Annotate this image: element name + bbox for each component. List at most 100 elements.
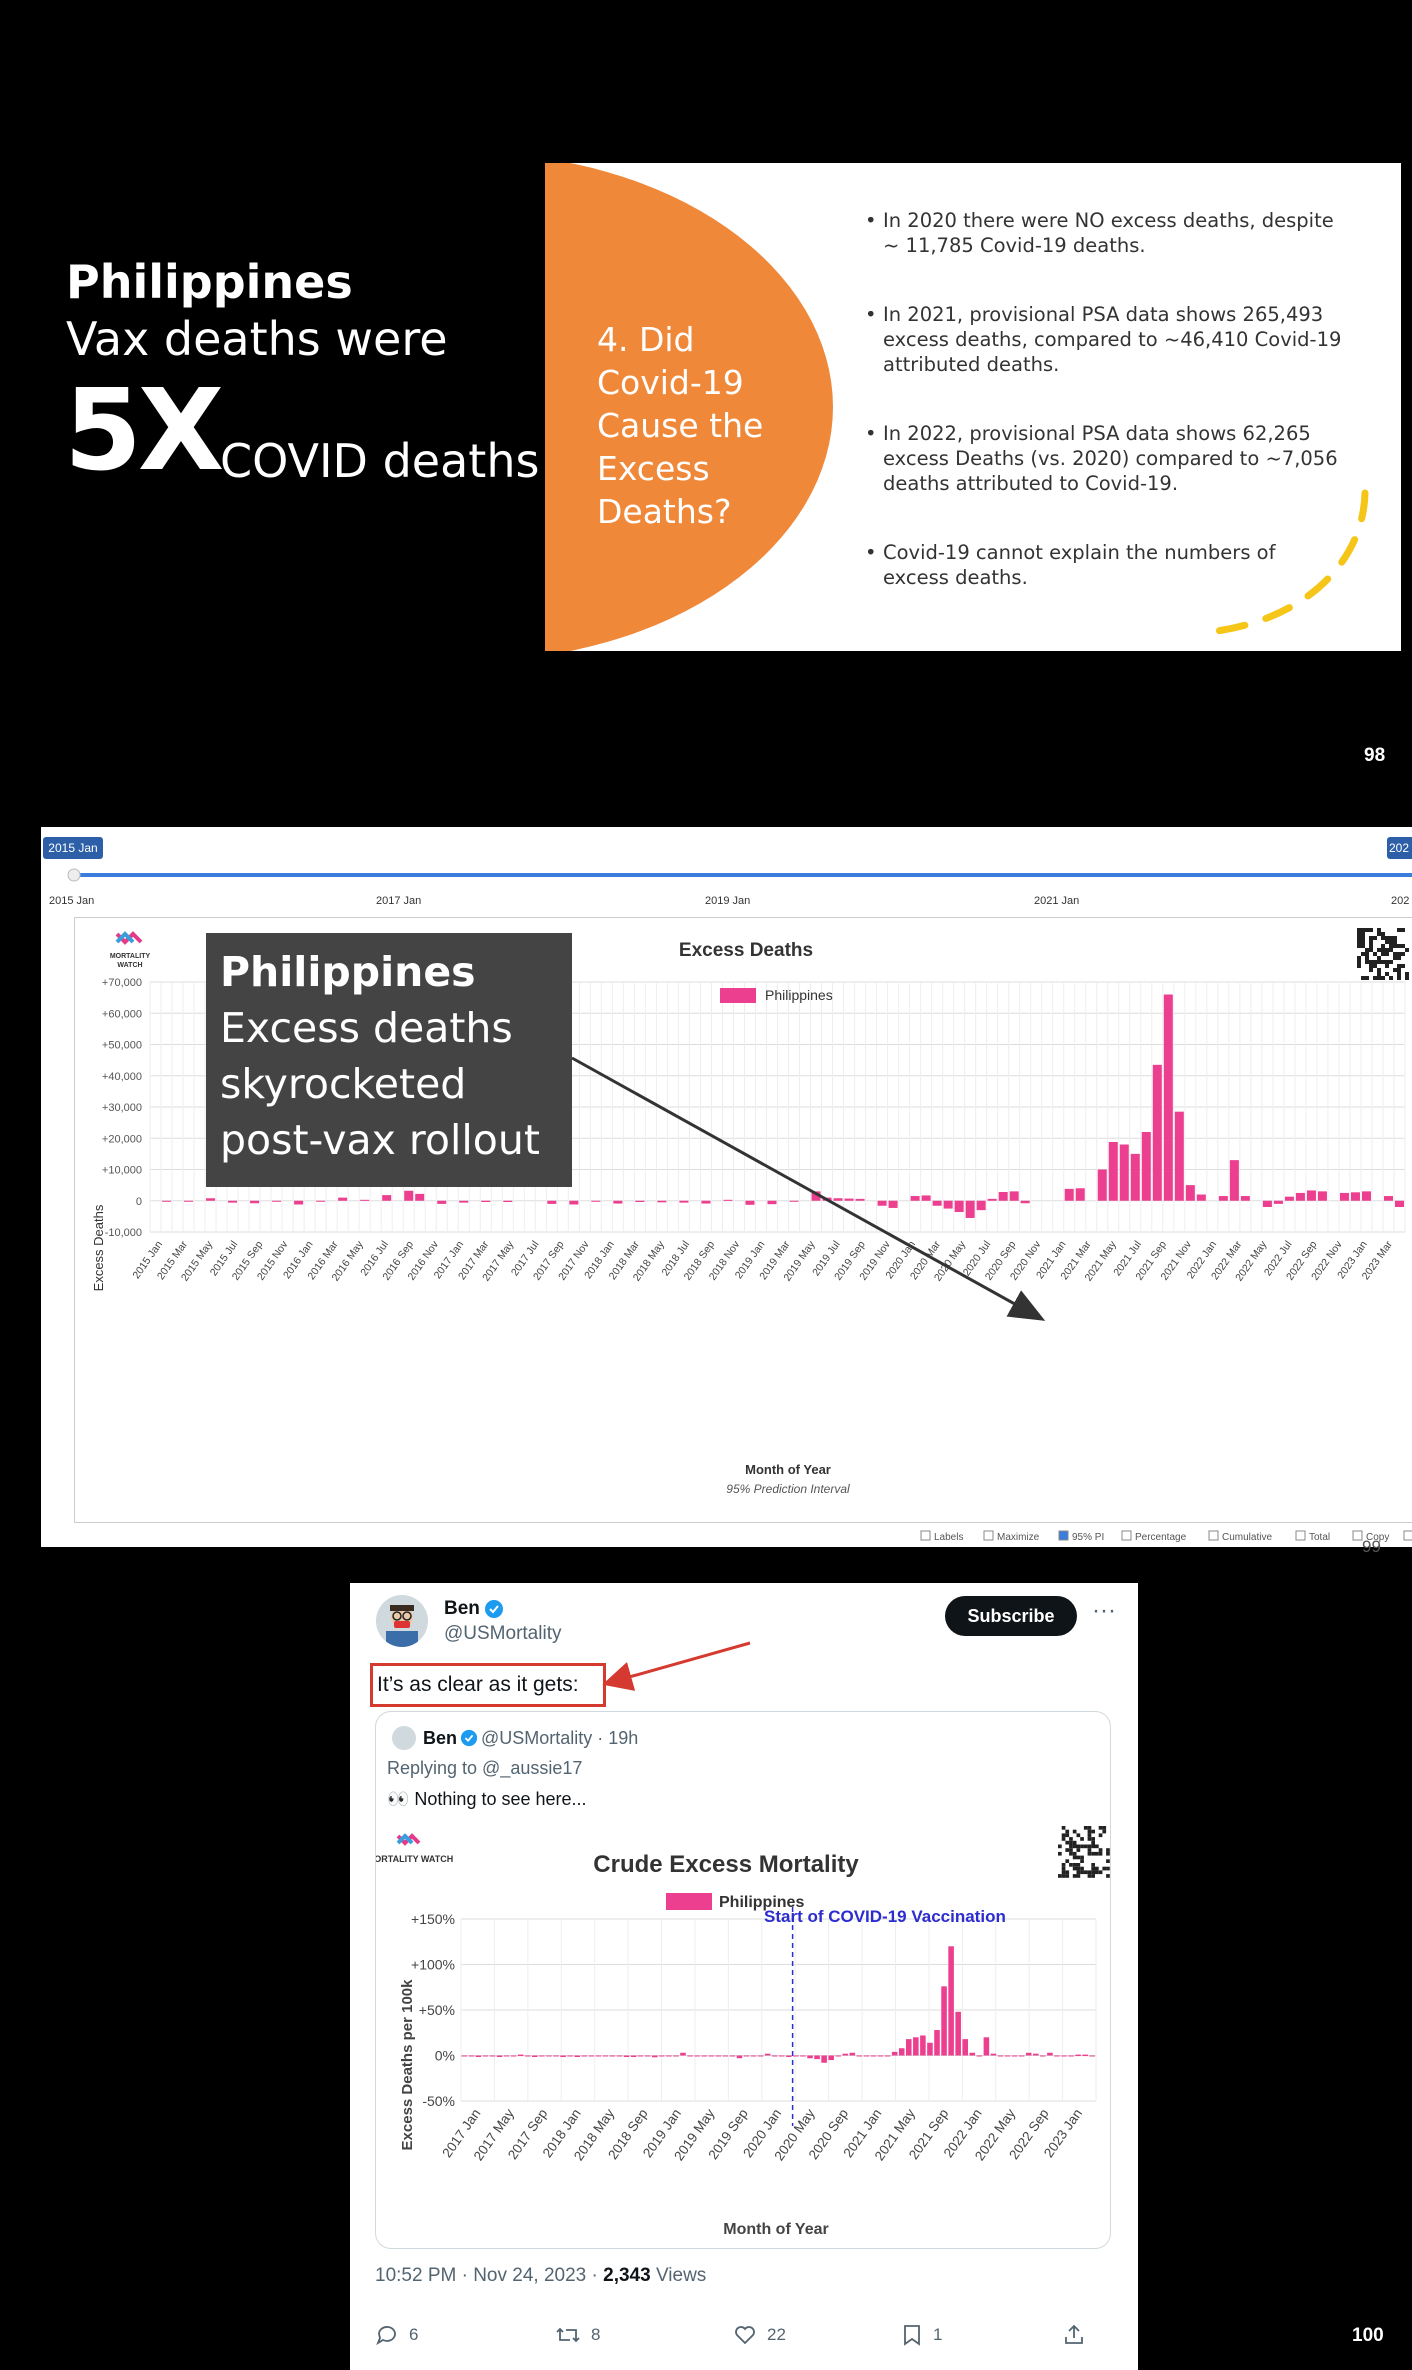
control-checkbox[interactable]: [983, 1530, 994, 1541]
svg-text:WATCH: WATCH: [117, 962, 142, 969]
bar: [877, 1200, 887, 1206]
qr-module: [1080, 1844, 1084, 1849]
qr-module: [1377, 972, 1381, 976]
qr-module: [1087, 1851, 1092, 1856]
reply-icon: [376, 2326, 396, 2346]
qr-module: [1098, 1826, 1103, 1830]
chart-title: Excess Deaths: [679, 940, 813, 961]
control-checkbox[interactable]: [1403, 1530, 1412, 1541]
bar: [1306, 1190, 1316, 1201]
bar: [844, 1198, 854, 1201]
bar: [588, 2055, 595, 2057]
bookmark-button[interactable]: 1: [901, 2323, 942, 2347]
bar: [814, 2055, 820, 2060]
control-label[interactable]: Cumulative: [1222, 1532, 1272, 1543]
control-checkbox[interactable]: [1352, 1530, 1363, 1541]
control-checkbox[interactable]: [1058, 1530, 1069, 1541]
qr-module: [1091, 1851, 1095, 1856]
like-button[interactable]: 22: [733, 2323, 786, 2347]
qr-module: [1069, 1863, 1073, 1867]
qr-module: [1369, 936, 1373, 940]
qr-module: [1401, 964, 1405, 968]
qr-module: [1065, 1874, 1070, 1878]
more-options-icon[interactable]: ···: [1092, 1597, 1116, 1624]
quoted-tweet[interactable]: Ben @USMortality · 19h Replying to @_aus…: [375, 1711, 1111, 2249]
qr-module: [1076, 1844, 1081, 1849]
bar: [920, 2035, 926, 2056]
bar: [1108, 1142, 1118, 1201]
bar: [162, 1200, 172, 1202]
control-label[interactable]: 95% PI: [1072, 1532, 1104, 1543]
tweet-text: It’s as clear as it gets:: [370, 1663, 606, 1707]
retweet-button[interactable]: 8: [555, 2323, 600, 2347]
bar: [574, 2055, 580, 2057]
bar: [1339, 1192, 1349, 1201]
subscribe-button[interactable]: Subscribe: [945, 1596, 1077, 1636]
bar: [1011, 2055, 1018, 2057]
bar: [934, 2030, 940, 2056]
qr-code: [1058, 1826, 1110, 1878]
timeline-handle[interactable]: [67, 868, 81, 882]
bar: [228, 1200, 238, 1203]
bar: [898, 2048, 905, 2056]
overlay-title: Philippines: [220, 948, 476, 996]
bar: [771, 2055, 778, 2057]
qr-module: [1072, 1840, 1077, 1845]
legend-label[interactable]: Philippines: [765, 987, 833, 1003]
tweet-actions: 6 8 22 1: [375, 2323, 1115, 2359]
qr-module: [1058, 1874, 1062, 1878]
timeline-slider[interactable]: 2015 Jan 202 2015 Jan 2017 Jan 2019 Jan …: [41, 827, 1412, 917]
control-checkbox[interactable]: [920, 1530, 931, 1541]
qr-module: [1397, 952, 1401, 956]
bar: [532, 2055, 538, 2057]
qr-module: [1102, 1866, 1107, 1871]
bar: [613, 1200, 623, 1204]
control-label[interactable]: Copy: [1366, 1532, 1389, 1543]
control-checkbox[interactable]: [1121, 1530, 1132, 1541]
qr-module: [1377, 932, 1381, 936]
qr-module: [1080, 1837, 1084, 1841]
qr-code[interactable]: [1357, 928, 1409, 980]
qr-module: [1061, 1870, 1066, 1875]
control-label[interactable]: Percentage: [1135, 1532, 1187, 1543]
control-label[interactable]: Labels: [934, 1532, 963, 1543]
bar: [941, 1986, 947, 2056]
qr-module: [1401, 928, 1405, 932]
avatar[interactable]: [376, 1595, 428, 1647]
bar: [1064, 1188, 1074, 1201]
bar: [630, 2055, 637, 2057]
author-name[interactable]: Ben: [444, 1598, 480, 1619]
control-checkbox[interactable]: [1208, 1530, 1219, 1541]
bar: [666, 2055, 672, 2057]
control-label[interactable]: Total: [1309, 1532, 1330, 1543]
slide1-title: Philippines: [66, 255, 353, 309]
bar: [743, 2055, 750, 2057]
chart-bars: [162, 994, 1404, 1218]
author-handle[interactable]: @USMortality: [444, 1623, 562, 1644]
svg-text:MORTALITY: MORTALITY: [110, 953, 151, 960]
qr-module: [1072, 1855, 1077, 1860]
bar: [360, 1199, 370, 1201]
bar: [722, 2055, 729, 2057]
bar: [1262, 1200, 1272, 1207]
start-badge-bg: [43, 837, 103, 859]
legend-swatch: [666, 1893, 712, 1910]
qr-module: [1377, 976, 1381, 980]
start-badge: 2015 Jan: [48, 841, 97, 855]
bar: [807, 2055, 813, 2059]
qr-module: [1061, 1863, 1066, 1867]
control-label[interactable]: Maximize: [997, 1532, 1040, 1543]
bar: [489, 2055, 496, 2057]
qr-module: [1087, 1837, 1092, 1841]
qr-module: [1373, 952, 1377, 956]
vaccination-annotation: Start of COVID-19 Vaccination: [764, 1907, 1006, 1926]
control-checkbox[interactable]: [1295, 1530, 1306, 1541]
share-button[interactable]: [1062, 2323, 1086, 2347]
qr-module: [1373, 936, 1377, 940]
qr-module: [1069, 1837, 1073, 1841]
qr-module: [1393, 968, 1397, 972]
reply-button[interactable]: 6: [375, 2323, 418, 2347]
embedded-slide: 4. Did Covid-19 Cause the Excess Deaths?…: [545, 163, 1401, 651]
qr-module: [1072, 1866, 1077, 1871]
bar: [793, 2055, 799, 2057]
